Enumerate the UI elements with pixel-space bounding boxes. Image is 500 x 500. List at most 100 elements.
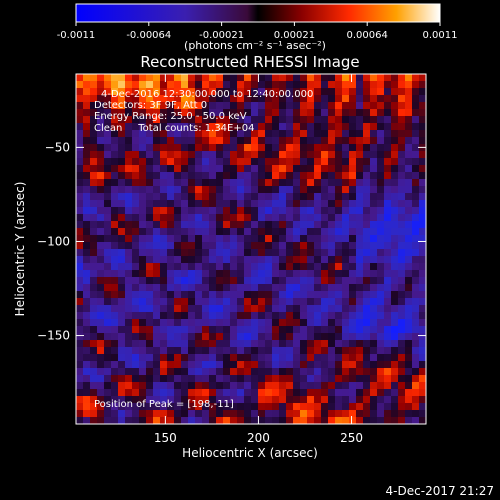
heatmap-cell — [216, 326, 224, 334]
heatmap-cell — [314, 116, 322, 124]
heatmap-cell — [349, 256, 357, 264]
heatmap-cell — [160, 368, 168, 376]
heatmap-cell — [363, 214, 371, 222]
heatmap-cell — [223, 389, 231, 397]
heatmap-cell — [104, 382, 112, 390]
heatmap-cell — [223, 326, 231, 334]
heatmap-cell — [237, 312, 245, 320]
heatmap-cell — [132, 361, 140, 369]
heatmap-cell — [223, 137, 231, 145]
heatmap-cell — [244, 151, 252, 159]
heatmap-cell — [76, 277, 84, 285]
heatmap-cell — [125, 312, 133, 320]
heatmap-cell — [328, 130, 336, 138]
heatmap-cell — [405, 347, 413, 355]
heatmap-cell — [412, 123, 420, 131]
heatmap-cell — [335, 221, 343, 229]
x-tick-label: 200 — [247, 431, 270, 445]
heatmap-cell — [300, 151, 308, 159]
heatmap-cell — [174, 186, 182, 194]
heatmap-cell — [419, 312, 427, 320]
heatmap-cell — [391, 123, 399, 131]
heatmap-cell — [153, 193, 161, 201]
heatmap-cell — [286, 291, 294, 299]
heatmap-cell — [223, 263, 231, 271]
heatmap-cell — [125, 382, 133, 390]
heatmap-cell — [356, 116, 364, 124]
heatmap-cell — [412, 158, 420, 166]
heatmap-cell — [104, 354, 112, 362]
heatmap-cell — [174, 277, 182, 285]
heatmap-cell — [139, 319, 147, 327]
heatmap-cell — [258, 235, 266, 243]
heatmap-cell — [209, 102, 217, 110]
heatmap-cell — [125, 361, 133, 369]
heatmap-cell — [223, 298, 231, 306]
heatmap-cell — [195, 228, 203, 236]
heatmap-cell — [258, 179, 266, 187]
heatmap-cell — [307, 130, 315, 138]
heatmap-cell — [265, 193, 273, 201]
heatmap-cell — [314, 228, 322, 236]
heatmap-cell — [328, 95, 336, 103]
heatmap-cell — [188, 312, 196, 320]
heatmap-cell — [342, 347, 350, 355]
heatmap-cell — [244, 312, 252, 320]
heatmap-cell — [160, 263, 168, 271]
heatmap-cell — [76, 235, 84, 243]
heatmap-cell — [293, 249, 301, 257]
heatmap-cell — [377, 417, 385, 425]
heatmap-cell — [181, 298, 189, 306]
heatmap-cell — [160, 361, 168, 369]
heatmap-cell — [153, 172, 161, 180]
heatmap-cell — [328, 235, 336, 243]
heatmap-cell — [265, 179, 273, 187]
heatmap-cell — [398, 298, 406, 306]
heatmap-cell — [342, 193, 350, 201]
heatmap-cell — [237, 228, 245, 236]
heatmap-cell — [209, 284, 217, 292]
heatmap-cell — [125, 109, 133, 117]
heatmap-cell — [328, 88, 336, 96]
heatmap-cell — [181, 249, 189, 257]
heatmap-cell — [132, 123, 140, 131]
heatmap-cell — [377, 312, 385, 320]
heatmap-cell — [405, 81, 413, 89]
heatmap-cell — [279, 228, 287, 236]
heatmap-cell — [300, 389, 308, 397]
heatmap-cell — [412, 368, 420, 376]
heatmap-cell — [125, 291, 133, 299]
heatmap-cell — [307, 389, 315, 397]
heatmap-cell — [160, 277, 168, 285]
heatmap-cell — [160, 158, 168, 166]
heatmap-cell — [405, 382, 413, 390]
heatmap-cell — [209, 88, 217, 96]
heatmap-cell — [83, 347, 91, 355]
heatmap-cell — [370, 186, 378, 194]
heatmap-cell — [377, 186, 385, 194]
heatmap-cell — [202, 396, 210, 404]
heatmap-cell — [125, 88, 133, 96]
heatmap-cell — [377, 249, 385, 257]
heatmap-cell — [293, 319, 301, 327]
heatmap-cell — [370, 221, 378, 229]
heatmap-cell — [300, 333, 308, 341]
heatmap-cell — [419, 193, 427, 201]
heatmap-cell — [314, 347, 322, 355]
heatmap-cell — [181, 382, 189, 390]
heatmap-cell — [279, 368, 287, 376]
heatmap-cell — [412, 333, 420, 341]
heatmap-cell — [181, 305, 189, 313]
heatmap-cell — [209, 165, 217, 173]
heatmap-cell — [286, 284, 294, 292]
heatmap-cell — [76, 179, 84, 187]
heatmap-cell — [328, 123, 336, 131]
heatmap-cell — [349, 319, 357, 327]
heatmap-cell — [90, 333, 98, 341]
heatmap-cell — [405, 277, 413, 285]
heatmap-cell — [153, 354, 161, 362]
heatmap-cell — [335, 319, 343, 327]
heatmap-cell — [349, 375, 357, 383]
heatmap-cell — [377, 263, 385, 271]
heatmap-cell — [349, 228, 357, 236]
